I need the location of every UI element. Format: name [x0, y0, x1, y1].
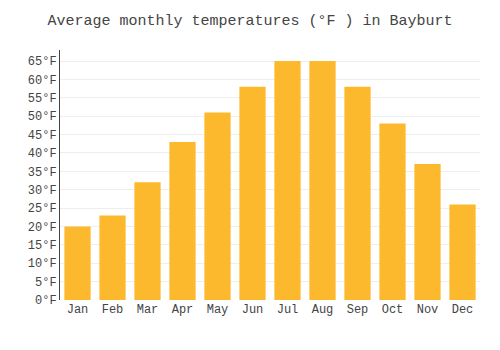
svg-text:0°F: 0°F — [35, 294, 57, 308]
svg-text:Dec: Dec — [452, 303, 474, 317]
svg-text:Average monthly temperatures (: Average monthly temperatures (°F ) in Ba… — [47, 13, 452, 30]
svg-text:Oct: Oct — [382, 303, 404, 317]
svg-text:May: May — [207, 303, 229, 317]
svg-text:20°F: 20°F — [28, 221, 57, 235]
svg-text:50°F: 50°F — [28, 110, 57, 124]
svg-text:65°F: 65°F — [28, 55, 57, 69]
svg-text:15°F: 15°F — [28, 239, 57, 253]
svg-text:45°F: 45°F — [28, 129, 57, 143]
svg-text:25°F: 25°F — [28, 202, 57, 216]
svg-text:Jul: Jul — [277, 303, 299, 317]
svg-text:Apr: Apr — [172, 303, 194, 317]
svg-text:35°F: 35°F — [28, 166, 57, 180]
svg-text:55°F: 55°F — [28, 92, 57, 106]
svg-text:40°F: 40°F — [28, 147, 57, 161]
svg-text:Sep: Sep — [347, 303, 369, 317]
svg-text:Mar: Mar — [137, 303, 159, 317]
svg-text:10°F: 10°F — [28, 257, 57, 271]
svg-text:Feb: Feb — [102, 303, 124, 317]
svg-text:30°F: 30°F — [28, 184, 57, 198]
svg-text:5°F: 5°F — [35, 276, 57, 290]
svg-text:Jun: Jun — [242, 303, 264, 317]
svg-text:Aug: Aug — [312, 303, 334, 317]
svg-text:Nov: Nov — [417, 303, 439, 317]
svg-text:60°F: 60°F — [28, 74, 57, 88]
svg-text:Jan: Jan — [67, 303, 89, 317]
